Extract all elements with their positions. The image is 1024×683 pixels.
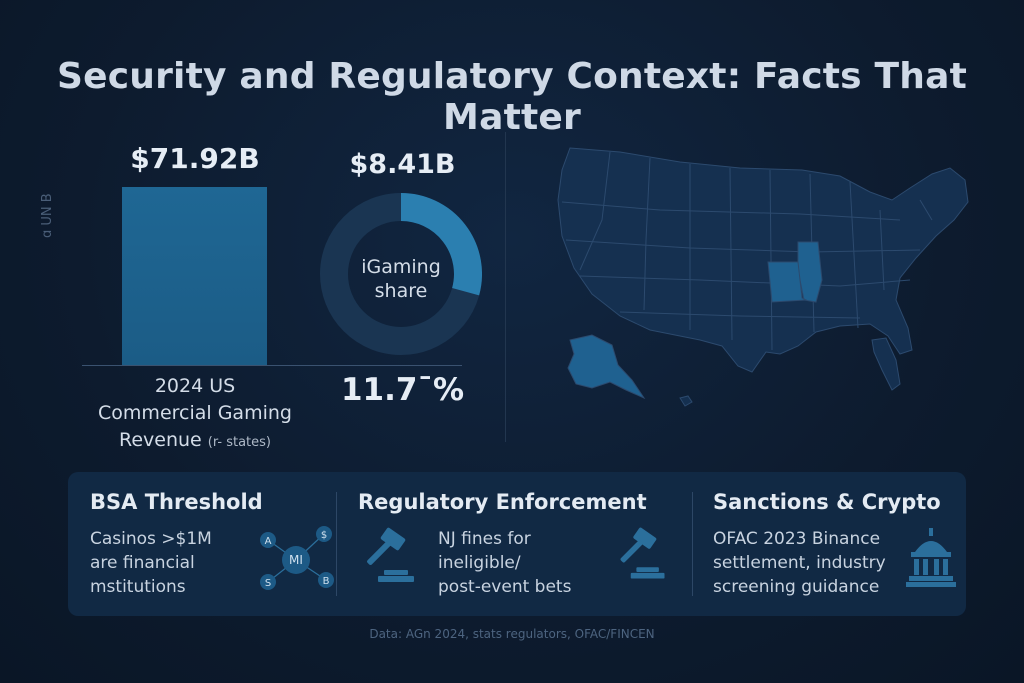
sanctions-text-line2: settlement, industry bbox=[713, 553, 886, 573]
revenue-label-word: Revenue bbox=[119, 429, 202, 451]
igaming-label-line1: iGaming bbox=[361, 256, 441, 278]
enforcement-text-line1: NJ fines for bbox=[438, 529, 531, 549]
igaming-value: $8.41B bbox=[349, 149, 456, 180]
hawaii-island bbox=[679, 395, 693, 407]
missouri-state bbox=[767, 261, 808, 303]
regulatory-enforcement-card: Regulatory Enforcement NJ fines for inel… bbox=[358, 472, 688, 616]
revenue-label-note: (r- states) bbox=[207, 435, 271, 450]
enforcement-text-line3: post-event bets bbox=[438, 577, 572, 597]
icon-label-a: A bbox=[265, 536, 272, 547]
revenue-label-line3: Revenue (r- states) bbox=[75, 427, 315, 456]
bsa-threshold-title: BSA Threshold bbox=[90, 490, 263, 514]
florida-peninsula bbox=[871, 337, 901, 391]
page-title: Security and Regulatory Context: Facts T… bbox=[56, 56, 968, 138]
us-map bbox=[557, 147, 969, 407]
revenue-label-line2: Commercial Gaming bbox=[98, 402, 292, 424]
regulatory-enforcement-text: NJ fines for ineligible/ post-event bets bbox=[438, 527, 571, 599]
sanctions-text-line1: OFAC 2023 Binance bbox=[713, 529, 881, 549]
network-currency-icon: A $ MI S B bbox=[260, 526, 334, 590]
icon-label-dollar: $ bbox=[321, 530, 327, 541]
icon-label-mi: MI bbox=[289, 553, 303, 567]
regulatory-enforcement-title: Regulatory Enforcement bbox=[358, 490, 647, 514]
gavel-icon bbox=[620, 527, 665, 579]
contiguous-us-outline bbox=[557, 147, 969, 373]
revenue-bar bbox=[122, 187, 267, 365]
card-separator bbox=[336, 492, 337, 596]
alaska-state bbox=[567, 334, 646, 400]
section-divider bbox=[505, 132, 506, 442]
baseline bbox=[82, 365, 462, 366]
card-separator bbox=[692, 492, 693, 596]
sanctions-text-line3: screening guidance bbox=[713, 577, 880, 597]
bsa-text-line3: mstitutions bbox=[90, 577, 186, 597]
facts-panel: BSA Threshold Casinos >$1M are financial… bbox=[68, 472, 966, 616]
igaming-label-line2: share bbox=[374, 280, 428, 302]
government-building-icon bbox=[906, 528, 956, 587]
icon-label-b: B bbox=[323, 576, 330, 587]
sanctions-crypto-text: OFAC 2023 Binance settlement, industry s… bbox=[713, 527, 886, 599]
sanctions-crypto-title: Sanctions & Crypto bbox=[713, 490, 941, 514]
igaming-label: iGaming share bbox=[320, 255, 482, 303]
axis-hint: ɑ UN B bbox=[40, 193, 55, 238]
gavel-icon bbox=[367, 527, 414, 582]
revenue-value: $71.92B bbox=[130, 142, 260, 175]
revenue-label: 2024 US Commercial Gaming Revenue (r- st… bbox=[75, 373, 315, 456]
enforcement-text-line2: ineligible/ bbox=[438, 553, 521, 573]
bsa-threshold-card: BSA Threshold Casinos >$1M are financial… bbox=[90, 472, 340, 616]
igaming-donut bbox=[320, 193, 482, 355]
sanctions-crypto-card: Sanctions & Crypto OFAC 2023 Binance set… bbox=[713, 472, 963, 616]
icon-label-s: S bbox=[265, 578, 271, 589]
donut-share-arc bbox=[400, 193, 482, 296]
bsa-text-line2: are financial bbox=[90, 553, 195, 573]
bsa-threshold-text: Casinos >$1M are financial mstitutions bbox=[90, 527, 212, 599]
revenue-label-line1: 2024 US bbox=[154, 375, 236, 397]
data-source-note: Data: AGn 2024, stats regulators, OFAC/F… bbox=[369, 627, 655, 641]
igaming-percent: 11.7¯% bbox=[340, 372, 465, 408]
bsa-text-line1: Casinos >$1M bbox=[90, 529, 212, 549]
